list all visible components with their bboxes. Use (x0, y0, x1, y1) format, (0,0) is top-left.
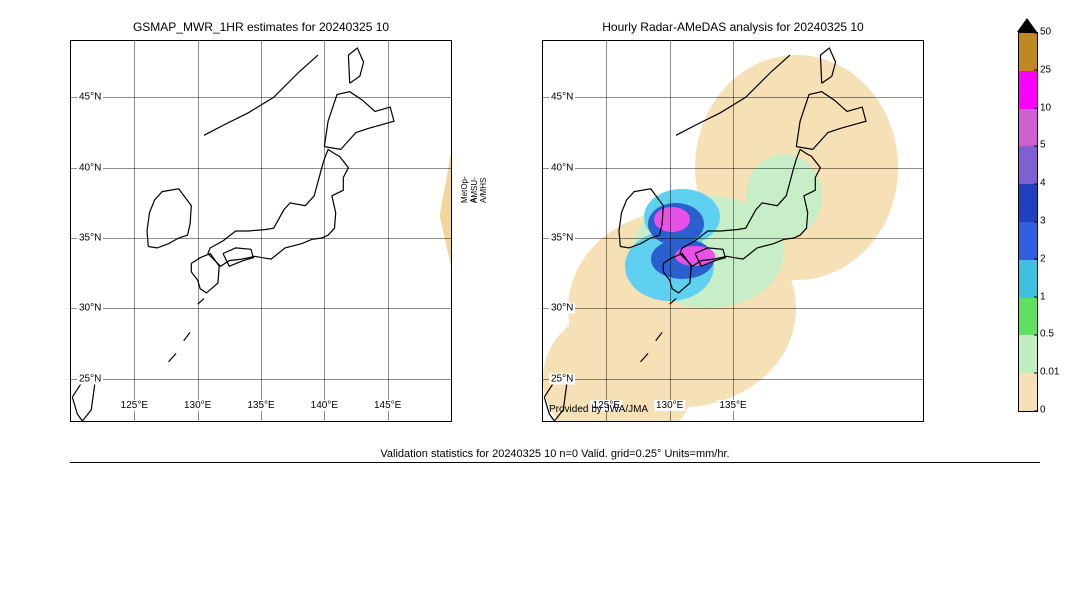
colorbar-body (1018, 32, 1038, 412)
colorbar-tick: 0.5 (1040, 329, 1054, 340)
footer-rule (70, 462, 1040, 463)
colorbar-tick: 10 (1040, 102, 1051, 113)
colorbar-tick: 0 (1040, 405, 1046, 416)
xtick-label: 140°E (309, 400, 340, 411)
colorbar-segment (1019, 184, 1037, 222)
colorbar-segment (1019, 146, 1037, 184)
panel-radar-amedas: Hourly Radar-AMeDAS analysis for 2024032… (542, 20, 924, 422)
coastlines (543, 41, 923, 421)
ytick-label: 45°N (77, 92, 103, 103)
ytick-label: 45°N (549, 92, 575, 103)
panel1-axes: 25°N 30°N 35°N 40°N 45°N 125°E 130°E 135°E 140°E… (70, 40, 452, 422)
ytick-label: 35°N (549, 233, 575, 244)
xtick-label: 125°E (119, 400, 150, 411)
colorbar-tick: 2 (1040, 253, 1046, 264)
colorbar-tick: 4 (1040, 178, 1046, 189)
coastlines (71, 41, 451, 421)
colorbar-segment (1019, 222, 1037, 260)
ytick-label: 30°N (77, 303, 103, 314)
footer: Validation statistics for 20240325 10 n=… (70, 448, 1040, 463)
colorbar-over-arrow (1017, 18, 1037, 32)
colorbar: 502510543210.50.010 (1018, 32, 1036, 410)
panels-row: GSMAP_MWR_1HR estimates for 20240325 10 … (70, 20, 924, 422)
ytick-label: 35°N (77, 233, 103, 244)
colorbar-tick: 5 (1040, 140, 1046, 151)
footer-text: Validation statistics for 20240325 10 n=… (380, 448, 729, 460)
colorbar-segment (1019, 33, 1037, 71)
colorbar-segment (1019, 298, 1037, 336)
colorbar-tick: 50 (1040, 27, 1051, 38)
ytick-label: 40°N (77, 162, 103, 173)
panel1-title: GSMAP_MWR_1HR estimates for 20240325 10 (70, 20, 452, 34)
panel2-title: Hourly Radar-AMeDAS analysis for 2024032… (542, 20, 924, 34)
colorbar-tick: 25 (1040, 64, 1051, 75)
colorbar-segment (1019, 335, 1037, 373)
xtick-label: 130°E (182, 400, 213, 411)
xtick-label: 135°E (245, 400, 276, 411)
colorbar-segment (1019, 71, 1037, 109)
xtick-label: 145°E (372, 400, 403, 411)
ytick-label: 25°N (549, 373, 575, 384)
colorbar-tick: 1 (1040, 291, 1046, 302)
ytick-label: 30°N (549, 303, 575, 314)
swath-label-sensor: AMSU-A/MHS (470, 177, 488, 203)
colorbar-tick: 3 (1040, 216, 1046, 227)
colorbar-segment (1019, 373, 1037, 411)
colorbar-segment (1019, 109, 1037, 147)
colorbar-tick: 0.01 (1040, 367, 1059, 378)
ytick-label: 40°N (549, 162, 575, 173)
xtick-label: 135°E (717, 400, 748, 411)
colorbar-segment (1019, 260, 1037, 298)
ytick-label: 25°N (77, 373, 103, 384)
attribution-text: Provided by JWA/JMA (549, 404, 648, 415)
xtick-label: 130°E (654, 400, 685, 411)
panel-gsmap: GSMAP_MWR_1HR estimates for 20240325 10 … (70, 20, 452, 422)
panel2-axes: 25°N30°N35°N40°N45°N125°E130°E135°EProvi… (542, 40, 924, 422)
